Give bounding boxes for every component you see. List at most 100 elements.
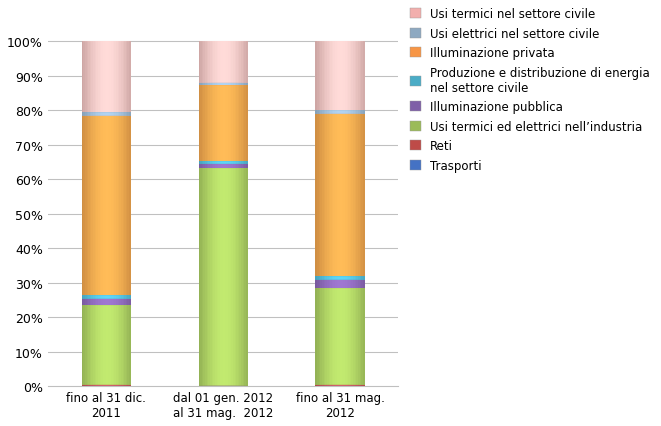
Polygon shape <box>324 385 325 386</box>
Polygon shape <box>100 116 101 295</box>
Polygon shape <box>205 169 207 386</box>
Polygon shape <box>350 385 352 386</box>
Polygon shape <box>360 280 362 288</box>
Polygon shape <box>353 288 355 385</box>
Polygon shape <box>350 280 352 288</box>
Polygon shape <box>333 280 335 288</box>
Polygon shape <box>202 169 204 386</box>
Polygon shape <box>352 42 353 111</box>
Polygon shape <box>210 169 212 386</box>
Polygon shape <box>118 42 119 113</box>
Polygon shape <box>210 42 212 83</box>
Polygon shape <box>128 385 129 386</box>
Polygon shape <box>335 288 336 385</box>
Polygon shape <box>321 280 322 288</box>
Polygon shape <box>112 113 114 116</box>
Polygon shape <box>330 111 332 115</box>
Polygon shape <box>245 42 246 83</box>
Polygon shape <box>106 306 108 385</box>
Polygon shape <box>119 385 121 386</box>
Polygon shape <box>322 42 324 111</box>
Polygon shape <box>329 111 330 115</box>
Polygon shape <box>88 295 90 299</box>
Polygon shape <box>221 83 223 86</box>
Polygon shape <box>200 42 202 83</box>
Polygon shape <box>124 299 126 306</box>
Polygon shape <box>101 385 103 386</box>
Polygon shape <box>345 42 346 111</box>
Polygon shape <box>220 169 221 386</box>
Polygon shape <box>225 169 226 386</box>
Polygon shape <box>350 115 352 276</box>
Polygon shape <box>239 169 241 386</box>
Polygon shape <box>91 42 93 113</box>
Polygon shape <box>231 169 233 386</box>
Polygon shape <box>121 299 122 306</box>
Polygon shape <box>333 111 335 115</box>
Polygon shape <box>338 115 340 276</box>
Polygon shape <box>210 164 212 169</box>
Polygon shape <box>243 164 245 169</box>
Polygon shape <box>342 111 343 115</box>
Polygon shape <box>353 280 355 288</box>
Polygon shape <box>317 280 319 288</box>
Polygon shape <box>108 306 110 385</box>
Polygon shape <box>119 306 121 385</box>
Polygon shape <box>198 169 200 386</box>
Polygon shape <box>103 385 104 386</box>
Polygon shape <box>101 116 103 295</box>
Polygon shape <box>236 86 238 162</box>
Polygon shape <box>319 280 321 288</box>
Polygon shape <box>114 113 116 116</box>
Polygon shape <box>355 111 356 115</box>
Polygon shape <box>319 276 321 280</box>
Polygon shape <box>342 276 343 280</box>
Polygon shape <box>111 295 112 299</box>
Polygon shape <box>83 113 85 116</box>
Polygon shape <box>101 113 103 116</box>
Polygon shape <box>121 113 122 116</box>
Polygon shape <box>112 42 114 113</box>
Polygon shape <box>231 42 233 83</box>
Polygon shape <box>223 83 225 86</box>
Polygon shape <box>218 169 220 386</box>
Polygon shape <box>322 111 324 115</box>
Polygon shape <box>362 276 363 280</box>
Polygon shape <box>101 306 103 385</box>
Polygon shape <box>101 299 103 306</box>
Polygon shape <box>348 42 350 111</box>
Polygon shape <box>205 86 207 162</box>
Polygon shape <box>198 42 200 83</box>
Polygon shape <box>235 162 236 164</box>
Polygon shape <box>111 299 112 306</box>
Polygon shape <box>202 164 204 169</box>
Polygon shape <box>212 164 214 169</box>
Polygon shape <box>118 116 119 295</box>
Polygon shape <box>363 42 365 111</box>
Polygon shape <box>358 288 360 385</box>
Polygon shape <box>358 280 360 288</box>
Polygon shape <box>342 115 343 276</box>
Polygon shape <box>83 295 85 299</box>
Polygon shape <box>360 288 362 385</box>
Polygon shape <box>98 299 100 306</box>
Polygon shape <box>330 280 332 288</box>
Polygon shape <box>360 42 362 111</box>
Polygon shape <box>103 299 104 306</box>
Polygon shape <box>215 42 217 83</box>
Polygon shape <box>348 288 350 385</box>
Polygon shape <box>321 288 322 385</box>
Polygon shape <box>212 169 214 386</box>
Polygon shape <box>116 306 118 385</box>
Polygon shape <box>91 113 93 116</box>
Polygon shape <box>116 42 118 113</box>
Polygon shape <box>362 115 363 276</box>
Polygon shape <box>85 42 87 113</box>
Polygon shape <box>345 111 346 115</box>
Polygon shape <box>122 113 124 116</box>
Polygon shape <box>352 111 353 115</box>
Polygon shape <box>204 42 205 83</box>
Polygon shape <box>338 385 340 386</box>
Polygon shape <box>235 164 236 169</box>
Polygon shape <box>100 295 101 299</box>
